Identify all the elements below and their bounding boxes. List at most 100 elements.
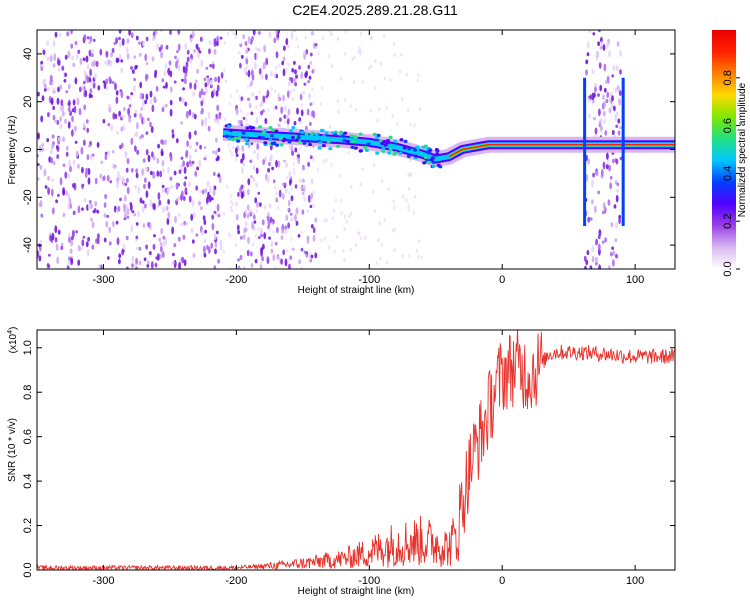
noise-blob	[157, 192, 161, 201]
noise-blob	[211, 60, 215, 65]
noise-blob	[610, 222, 614, 228]
noise-blob	[250, 175, 254, 179]
noise-blob	[583, 255, 587, 262]
noise-blob	[244, 41, 248, 46]
noise-blob	[599, 84, 603, 92]
noise-haze	[320, 238, 323, 243]
noise-blob	[203, 77, 207, 82]
noise-blob	[124, 151, 128, 157]
noise-blob	[586, 41, 590, 49]
noise-blob	[237, 258, 240, 262]
colorbar-tick-label: 0.8	[722, 70, 734, 85]
noise-haze	[359, 51, 362, 56]
noise-haze	[393, 53, 396, 58]
noise-blob	[247, 97, 250, 101]
colorbar-tick-label: 0.2	[722, 214, 734, 229]
noise-blob	[184, 176, 188, 180]
noise-blob	[303, 250, 307, 254]
noise-blob	[64, 118, 67, 124]
noise-blob	[81, 239, 85, 247]
noise-haze	[268, 227, 271, 232]
noise-haze	[407, 108, 410, 112]
noise-blob	[186, 56, 190, 62]
noise-blob	[62, 111, 65, 117]
noise-haze	[287, 145, 291, 150]
noise-blob	[218, 114, 222, 120]
noise-blob	[83, 104, 87, 111]
noise-blob	[257, 236, 261, 240]
noise-blob	[281, 223, 285, 232]
noise-blob	[601, 210, 605, 215]
noise-haze	[357, 49, 360, 54]
noise-blob	[117, 171, 120, 177]
noise-blob	[199, 190, 202, 194]
noise-haze	[378, 221, 381, 226]
ridge-speckle	[302, 141, 307, 145]
noise-blob	[216, 156, 220, 161]
noise-blob	[88, 49, 92, 57]
noise-blob	[165, 81, 168, 89]
noise-blob	[204, 82, 208, 88]
noise-blob	[67, 50, 71, 59]
noise-haze	[337, 109, 340, 114]
noise-blob	[104, 153, 108, 161]
noise-blob	[123, 217, 127, 221]
noise-blob	[214, 248, 217, 255]
ridge-speckle	[429, 158, 434, 162]
noise-blob	[310, 178, 314, 185]
noise-blob	[616, 41, 620, 47]
noise-haze	[224, 78, 228, 83]
noise-haze	[312, 203, 315, 208]
noise-blob	[601, 240, 605, 244]
noise-haze	[322, 36, 325, 41]
noise-blob	[303, 82, 307, 86]
noise-blob	[82, 57, 86, 62]
noise-blob	[267, 168, 270, 173]
noise-blob	[66, 31, 70, 37]
noise-blob	[312, 234, 316, 242]
noise-blob	[295, 220, 299, 226]
noise-blob	[252, 214, 256, 220]
noise-haze	[352, 80, 356, 85]
noise-haze	[314, 67, 317, 72]
noise-blob	[598, 264, 601, 269]
noise-haze	[251, 242, 255, 247]
noise-blob	[67, 83, 71, 90]
ridge-speckle	[386, 139, 390, 143]
noise-blob	[615, 253, 618, 259]
noise-blob	[142, 40, 145, 47]
y-tick-label: 20	[22, 96, 34, 108]
noise-haze	[274, 265, 277, 269]
noise-blob	[609, 182, 612, 190]
noise-blob	[41, 95, 45, 102]
noise-blob	[134, 263, 138, 269]
noise-haze	[305, 253, 308, 258]
noise-haze	[286, 248, 289, 253]
noise-blob	[122, 243, 126, 250]
noise-blob	[309, 52, 313, 57]
noise-blob	[614, 87, 618, 94]
noise-haze	[254, 234, 258, 238]
noise-blob	[180, 256, 184, 261]
noise-blob	[65, 151, 69, 157]
noise-blob	[126, 53, 130, 60]
noise-haze	[270, 86, 273, 91]
noise-blob	[144, 99, 148, 105]
noise-blob	[46, 40, 50, 46]
noise-haze	[401, 97, 404, 102]
noise-blob	[241, 153, 245, 161]
ridge-speckle	[300, 130, 305, 134]
ridge-speckle	[339, 130, 344, 134]
noise-blob	[211, 90, 214, 99]
noise-blob	[65, 145, 69, 151]
noise-blob	[240, 191, 244, 199]
noise-blob	[211, 63, 215, 69]
noise-blob	[189, 154, 192, 161]
noise-blob	[307, 80, 311, 84]
noise-haze	[343, 51, 347, 56]
noise-haze	[248, 39, 252, 44]
noise-blob	[124, 195, 127, 202]
noise-blob	[86, 249, 90, 257]
ridge-speckle	[304, 132, 309, 136]
noise-blob	[608, 164, 611, 172]
